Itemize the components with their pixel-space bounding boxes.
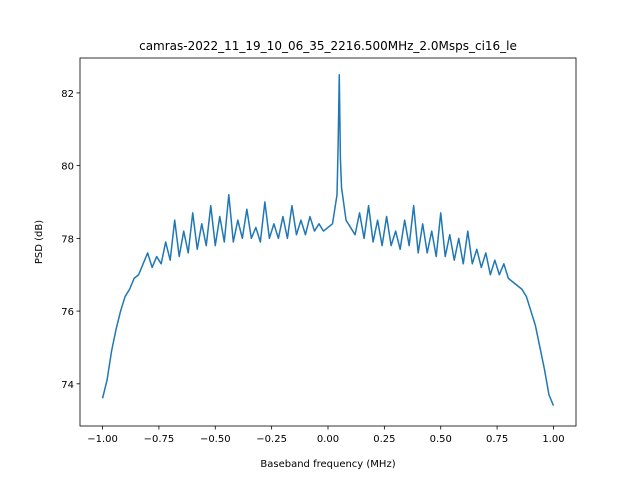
x-tick-label: 1.00 bbox=[542, 434, 564, 445]
x-tick-label: 0.75 bbox=[486, 434, 508, 445]
y-tick-label: 82 bbox=[61, 89, 74, 100]
x-tick-label: −0.75 bbox=[144, 434, 175, 445]
psd-line bbox=[101, 73, 555, 406]
plot-frame bbox=[79, 57, 577, 427]
x-tick-label: 0.00 bbox=[317, 434, 339, 445]
x-tick-label: −1.00 bbox=[87, 434, 118, 445]
y-tick-label: 76 bbox=[61, 307, 74, 318]
y-axis-label: PSD (dB) bbox=[34, 220, 45, 264]
chart-title: camras-2022_11_19_10_06_35_2216.500MHz_2… bbox=[139, 39, 517, 53]
x-tick-label: −0.50 bbox=[200, 434, 231, 445]
x-tick-label: 0.25 bbox=[373, 434, 395, 445]
x-tick-label: −0.25 bbox=[256, 434, 287, 445]
y-tick-label: 80 bbox=[61, 162, 74, 173]
x-tick-label: 0.50 bbox=[430, 434, 452, 445]
x-axis-label: Baseband frequency (MHz) bbox=[260, 459, 395, 470]
y-tick-label: 74 bbox=[61, 380, 74, 391]
y-tick-label: 78 bbox=[61, 234, 74, 245]
